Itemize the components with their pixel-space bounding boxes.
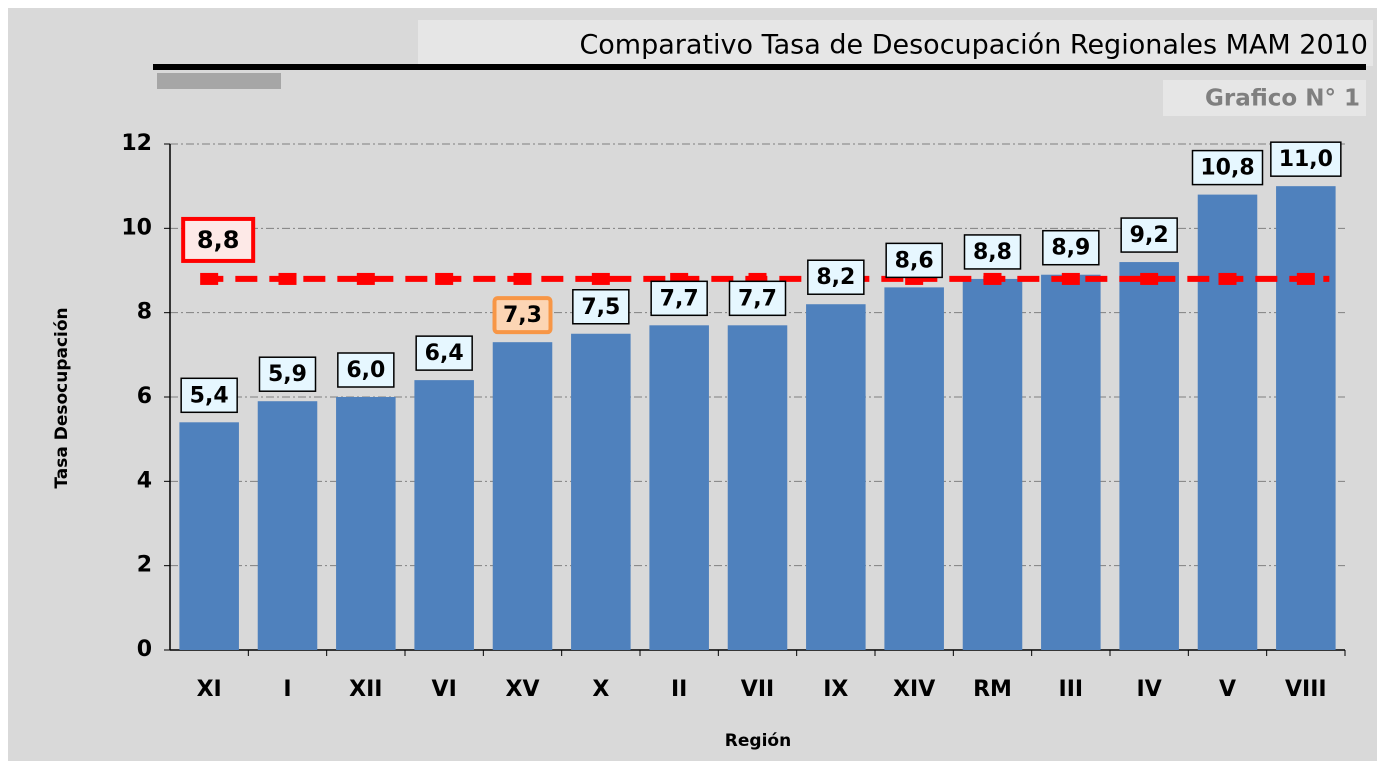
x-tick-label: I <box>283 677 291 702</box>
value-label: 8,9 <box>1051 236 1090 261</box>
value-label: 10,8 <box>1200 156 1254 181</box>
value-label: 7,3 <box>503 303 542 328</box>
reference-label-box <box>181 216 256 263</box>
value-label: 6,0 <box>346 358 385 383</box>
bar <box>257 401 318 650</box>
reference-marker <box>983 272 1002 285</box>
reference-marker <box>1140 272 1159 285</box>
chart-title: Comparativo Tasa de Desocupación Regiona… <box>579 30 1368 61</box>
value-label: 8,2 <box>816 265 855 290</box>
bar <box>1276 186 1336 650</box>
value-label-box <box>1042 229 1100 266</box>
value-label: 5,9 <box>268 362 307 387</box>
value-label-box <box>337 352 395 388</box>
y-tick-label: 2 <box>137 553 152 578</box>
reference-marker <box>1296 272 1315 285</box>
bar <box>884 287 944 650</box>
reference-marker <box>591 272 610 285</box>
x-tick-label: III <box>1059 677 1084 702</box>
y-tick-label: 6 <box>137 384 152 409</box>
value-label: 9,2 <box>1130 223 1169 248</box>
x-tick-label: V <box>1219 677 1236 702</box>
y-tick-label: 0 <box>137 637 152 662</box>
x-axis-title: Región <box>725 731 791 751</box>
x-tick-label: XII <box>349 677 382 702</box>
value-label: 6,4 <box>425 341 464 366</box>
y-tick-label: 12 <box>121 131 152 156</box>
bar <box>1197 194 1258 650</box>
y-tick-label: 10 <box>121 215 152 240</box>
subtitle-box <box>1163 80 1366 116</box>
bar <box>1041 274 1101 650</box>
bar <box>179 422 239 650</box>
value-label-box <box>572 289 630 325</box>
value-label-box <box>180 377 238 414</box>
value-label-box <box>258 356 317 392</box>
reference-label: 8,8 <box>197 226 240 254</box>
x-tick-label: X <box>592 677 609 702</box>
y-axis-title: Tasa Desocupación <box>52 307 72 488</box>
reference-marker <box>278 272 297 285</box>
bar <box>727 325 788 650</box>
y-tick-label: 4 <box>137 468 152 493</box>
value-label: 7,7 <box>738 286 777 311</box>
bar <box>414 380 474 650</box>
value-label: 7,7 <box>660 286 699 311</box>
value-label-box <box>415 335 473 371</box>
x-tick-label: VIII <box>1285 677 1327 702</box>
bar <box>336 397 396 650</box>
value-label-box <box>1191 149 1264 186</box>
bar <box>962 278 1023 650</box>
reference-marker <box>200 272 219 285</box>
reference-marker <box>356 272 375 285</box>
reference-marker <box>1061 272 1080 285</box>
x-tick-label: RM <box>973 677 1012 702</box>
x-tick-label: XIV <box>893 677 935 702</box>
x-tick-label: XV <box>506 677 540 702</box>
value-label-box <box>1270 141 1342 177</box>
title-box <box>418 20 1373 66</box>
bar <box>492 342 553 650</box>
value-label-box <box>650 280 708 317</box>
x-tick-label: XI <box>197 677 222 702</box>
bar <box>806 304 866 650</box>
value-label-box <box>728 280 787 317</box>
title-rule <box>153 64 1366 70</box>
x-tick-label: II <box>671 677 687 702</box>
decor-bar <box>157 73 281 89</box>
x-tick-label: VII <box>741 677 774 702</box>
value-label: 8,6 <box>895 248 934 273</box>
value-label-box <box>807 259 865 295</box>
reference-marker <box>513 272 532 285</box>
chart-subtitle: Grafico N° 1 <box>1205 86 1360 112</box>
value-label: 11,0 <box>1279 147 1333 172</box>
bar <box>571 333 631 650</box>
y-tick-label: 8 <box>137 300 152 325</box>
value-label: 7,5 <box>581 295 620 320</box>
value-label: 8,8 <box>973 240 1012 265</box>
reference-marker <box>435 272 454 285</box>
reference-marker <box>1218 272 1237 285</box>
value-label-box <box>885 242 943 279</box>
x-tick-label: VI <box>432 677 457 702</box>
x-tick-label: IX <box>823 677 848 702</box>
value-label-box <box>1120 217 1178 253</box>
bar <box>649 325 709 650</box>
x-tick-label: IV <box>1137 677 1162 702</box>
value-label: 5,4 <box>190 383 229 408</box>
bar <box>1119 262 1179 650</box>
value-label-box <box>963 234 1022 270</box>
value-label-box <box>492 296 553 335</box>
